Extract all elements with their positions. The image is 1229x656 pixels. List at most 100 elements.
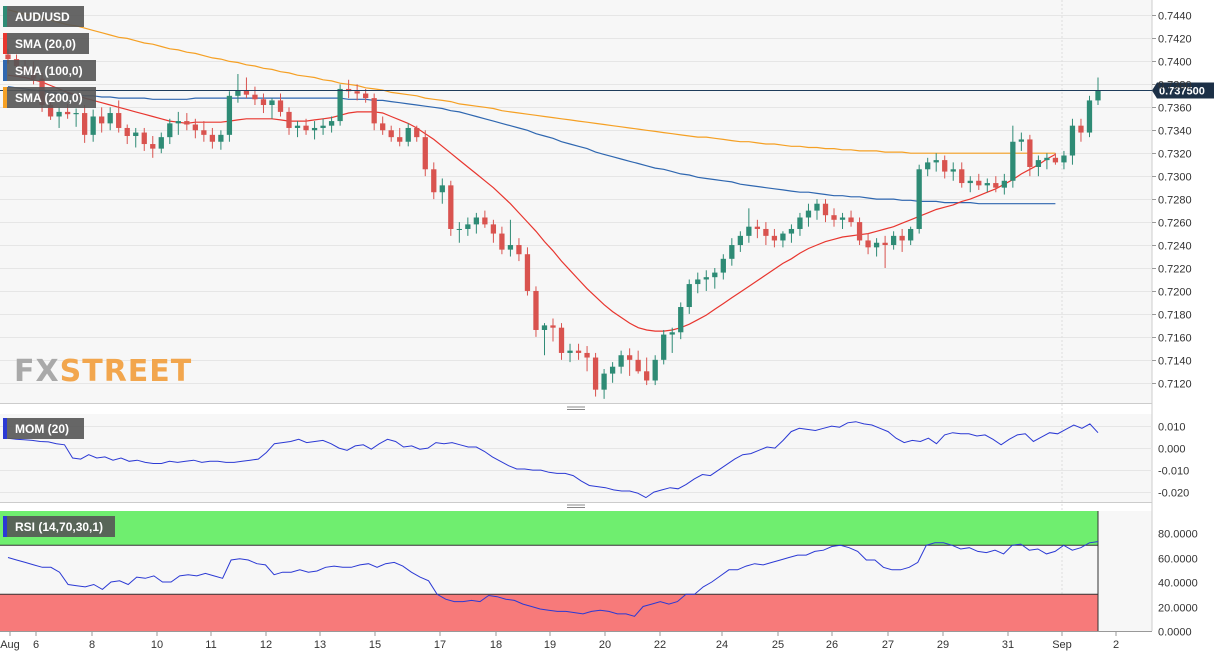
- candle-body: [465, 224, 471, 229]
- bullish-candle: [235, 74, 241, 103]
- candle-body: [184, 121, 190, 125]
- candle-body: [558, 327, 565, 353]
- mom-tick-label: -0.020: [1158, 488, 1189, 500]
- x-tick-label: 18: [490, 639, 502, 651]
- candle-body: [141, 132, 147, 145]
- bearish-candle: [771, 228, 778, 248]
- candle-body: [1095, 90, 1101, 101]
- legend-symbol[interactable]: AUD/USD: [3, 6, 84, 27]
- candle-body: [814, 203, 820, 211]
- price-tick-label: 0.7340: [1158, 126, 1192, 138]
- bullish-candle: [678, 302, 684, 340]
- bullish-candle: [609, 362, 616, 383]
- candle-body: [107, 113, 113, 124]
- bearish-candle: [201, 121, 207, 142]
- candle-body: [533, 290, 539, 330]
- bullish-candle: [465, 217, 471, 236]
- x-tick-label: 31: [1002, 639, 1014, 651]
- bullish-candle: [839, 212, 846, 229]
- rsi-overbought-zone: [0, 511, 1098, 546]
- sma100-label: SMA (100,0): [15, 64, 83, 78]
- candle-body: [116, 113, 122, 128]
- legend-momentum[interactable]: MOM (20): [3, 418, 84, 439]
- candle-body: [158, 137, 164, 149]
- candle-body: [269, 100, 275, 106]
- bearish-candle: [124, 124, 130, 145]
- candle-body: [737, 235, 743, 246]
- bullish-candle: [950, 162, 956, 181]
- bearish-candle: [584, 346, 590, 372]
- candle-body: [124, 127, 130, 136]
- candle-body: [192, 124, 198, 131]
- candle-body: [856, 222, 863, 241]
- legend-sma20[interactable]: SMA (20,0): [3, 33, 89, 54]
- legend-sma200[interactable]: SMA (200,0): [3, 87, 96, 108]
- candle-body: [1078, 125, 1084, 133]
- bullish-candle: [908, 226, 914, 246]
- candle-body: [448, 185, 454, 229]
- rsi-tick-label: 0.0000: [1158, 627, 1192, 639]
- price-tick-label: 0.7320: [1158, 149, 1192, 161]
- candle-body: [371, 98, 377, 124]
- candle-body: [993, 183, 999, 188]
- bearish-candle: [516, 238, 522, 262]
- candle-body: [1061, 155, 1067, 163]
- bearish-candle: [286, 107, 292, 135]
- candle-body: [805, 210, 812, 218]
- price-tick-label: 0.7260: [1158, 218, 1192, 230]
- price-tick-label: 0.7180: [1158, 310, 1192, 322]
- bullish-candle: [916, 164, 922, 234]
- bullish-candle: [805, 203, 812, 227]
- candle-body: [703, 277, 709, 280]
- bearish-candle: [371, 93, 377, 131]
- bullish-candle: [507, 219, 514, 257]
- candle-body: [873, 242, 880, 248]
- bearish-candle: [99, 107, 105, 133]
- bullish-candle: [797, 212, 803, 236]
- candle-body: [797, 217, 803, 229]
- bearish-candle: [499, 226, 505, 255]
- bearish-candle: [533, 286, 539, 337]
- candle-body: [1069, 125, 1076, 156]
- price-tick-label: 0.7280: [1158, 195, 1192, 207]
- bearish-candle: [1052, 153, 1059, 165]
- price-tag-shape: [1152, 82, 1214, 99]
- bearish-candle: [899, 228, 905, 252]
- candle-body: [644, 371, 650, 381]
- x-tick-label: 27: [882, 639, 894, 651]
- candle-body: [899, 235, 905, 241]
- bearish-candle: [856, 217, 863, 246]
- bullish-candle: [686, 279, 692, 314]
- resize-handle-upper[interactable]: [567, 406, 585, 410]
- legend-sma100[interactable]: SMA (100,0): [3, 60, 96, 81]
- bullish-candle: [652, 355, 658, 386]
- candle-body: [908, 228, 914, 241]
- candle-body: [99, 116, 105, 124]
- bullish-candle: [1061, 150, 1067, 170]
- bullish-candle: [439, 178, 445, 204]
- bearish-candle: [141, 127, 147, 151]
- bearish-candle: [277, 93, 284, 117]
- bearish-candle: [388, 125, 394, 142]
- bullish-candle: [337, 84, 343, 126]
- bearish-candle: [575, 343, 582, 360]
- bullish-candle: [218, 130, 224, 150]
- bullish-candle: [925, 157, 931, 177]
- legend-rsi[interactable]: RSI (14,70,30,1): [3, 516, 115, 537]
- candle-body: [882, 242, 888, 246]
- x-tick-label: 10: [151, 639, 163, 651]
- candle-body: [1010, 141, 1016, 181]
- candle-body: [822, 203, 829, 216]
- candle-body: [422, 137, 428, 170]
- resize-handle-lower[interactable]: [567, 504, 585, 508]
- candle-body: [575, 350, 582, 353]
- x-tick-label: Aug: [0, 639, 20, 651]
- bullish-candle: [669, 327, 675, 353]
- bearish-candle: [993, 176, 999, 193]
- candle-body: [1018, 139, 1024, 142]
- candle-body: [405, 127, 411, 142]
- candle-body: [363, 93, 369, 99]
- bearish-candle: [754, 219, 761, 239]
- candle-body: [277, 100, 284, 112]
